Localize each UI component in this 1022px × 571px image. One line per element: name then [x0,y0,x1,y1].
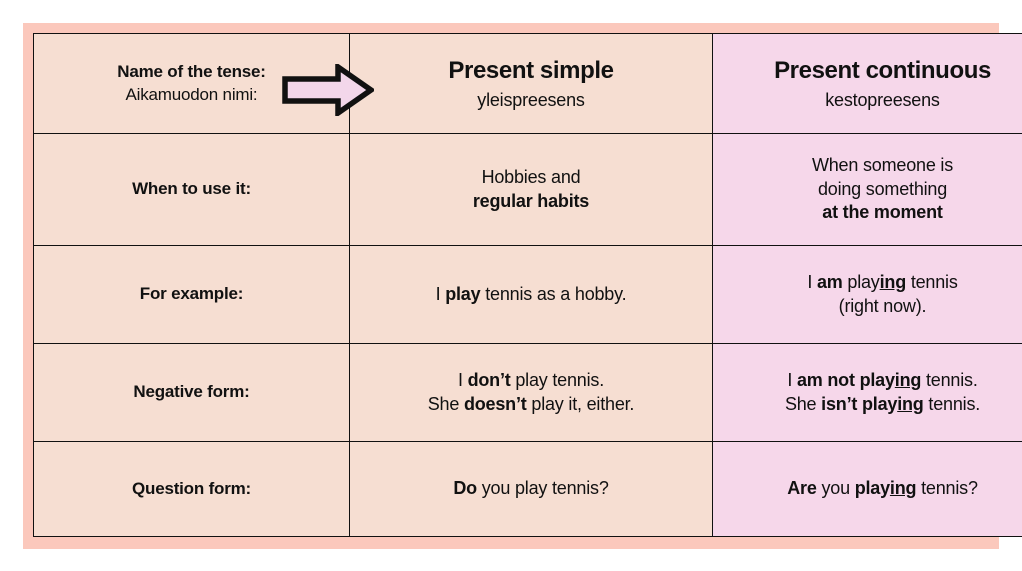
table-row: For example: I play tennis as a hobby. I… [33,245,1022,344]
cell-line: Hobbies and [481,167,581,188]
header-cell-present-simple: Present simple yleispreesens [349,33,713,134]
row-label-main: Negative form: [133,382,250,402]
cell-line: I am playing tennis [807,272,958,293]
table-row: When to use it: Hobbies and regular habit… [33,133,1022,246]
cell-line: I don’t play tennis. [457,370,605,391]
header-cell-present-continuous: Present continuous kestopreesens [712,33,1022,134]
cell-line: doing something [817,178,948,199]
column-title-present-continuous: Present continuous [774,56,991,84]
row-label-main: Name of the tense: [117,62,266,82]
cell-line: regular habits [472,190,590,211]
column-subtitle-present-continuous: kestopreesens [825,89,940,110]
cell-present-continuous-when-to-use: When someone is doing something at the mom… [712,133,1022,246]
column-title-present-simple: Present simple [448,56,614,84]
cell-line: When someone is [811,155,954,176]
cell-line: She isn’t playing tennis. [784,393,981,414]
cell-line: She doesn’t play it, either. [427,393,635,414]
row-label-main: Question form: [131,478,252,498]
cell-present-simple-when-to-use: Hobbies and regular habits [349,133,713,246]
cell-present-continuous-example: I am playing tennis (right now). [712,245,1022,344]
row-label-sub: Aikamuodon nimi: [125,84,258,104]
row-label-main: For example: [139,284,244,304]
row-label-main: When to use it: [132,179,251,199]
row-label-cell-tense-name: Name of the tense: Aikamuodon nimi: [33,33,350,134]
row-label-cell-negative-form: Negative form: [33,343,350,442]
tense-comparison-table: Name of the tense: Aikamuodon nimi: Pres… [33,33,1022,537]
cell-line: Are you playing tennis? [787,478,978,499]
cell-line: Do you play tennis? [453,478,609,499]
table-row: Question form: Do you play tennis? Are y… [33,441,1022,537]
cell-line: I am not playing tennis. [787,370,978,391]
column-subtitle-present-simple: yleispreesens [477,89,585,110]
cell-present-simple-question: Do you play tennis? [349,441,713,537]
cell-line: at the moment [822,202,943,223]
table-row: Negative form: I don’t play tennis. She d… [33,343,1022,442]
table-row: Name of the tense: Aikamuodon nimi: Pres… [33,33,1022,134]
row-label-cell-question-form: Question form: [33,441,350,537]
cell-present-simple-negative: I don’t play tennis. She doesn’t play it,… [349,343,713,442]
row-label-cell-when-to-use: When to use it: [33,133,350,246]
row-label-cell-for-example: For example: [33,245,350,344]
cell-present-continuous-negative: I am not playing tennis. She isn’t playin… [712,343,1022,442]
cell-present-continuous-question: Are you playing tennis? [712,441,1022,537]
cell-present-simple-example: I play tennis as a hobby. [349,245,713,344]
cell-line: (right now). [838,295,927,316]
cell-line: I play tennis as a hobby. [435,283,627,304]
